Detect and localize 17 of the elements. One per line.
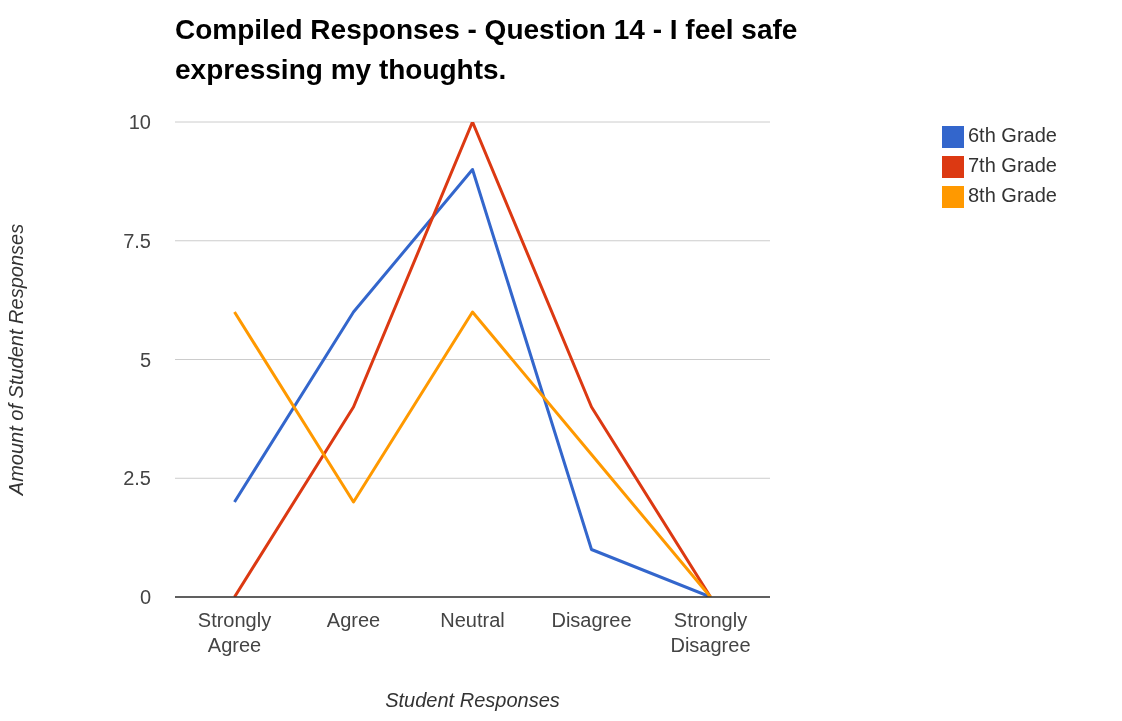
x-tick-label: Strongly Agree — [197, 609, 272, 656]
x-tick-label: Neutral — [440, 609, 505, 631]
y-tick-label: 2.5 — [123, 467, 151, 490]
y-tick-label: 7.5 — [123, 229, 151, 252]
legend-label: 8th Grade — [968, 184, 1057, 206]
legend-label: 6th Grade — [968, 124, 1057, 146]
y-tick-label: 0 — [139, 586, 151, 609]
x-axis-title: Student Responses — [385, 689, 560, 711]
y-tick-label: 10 — [128, 111, 151, 134]
x-tick-label: Strongly Disagree — [670, 609, 751, 656]
x-tick-label: Disagree — [551, 609, 632, 631]
y-axis-title: Amount of Student Responses — [5, 223, 28, 497]
y-tick-label: 5 — [139, 348, 151, 371]
chart-title: Compiled Responses - Question 14 - I feel safe expressing my thoughts. — [175, 13, 799, 87]
x-tick-label: Agree — [326, 609, 381, 631]
line-series — [233, 310, 712, 597]
legend-label: 7th Grade — [968, 154, 1057, 176]
